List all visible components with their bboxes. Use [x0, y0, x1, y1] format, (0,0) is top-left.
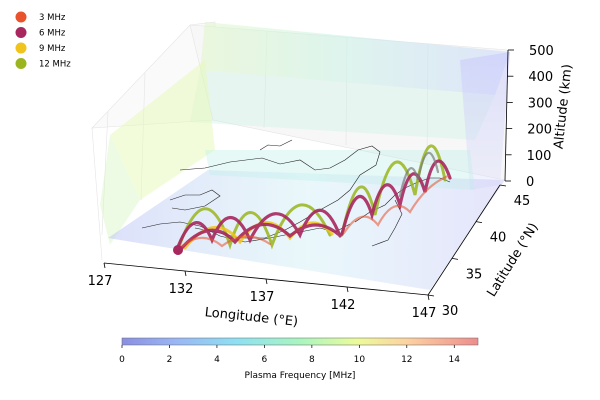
legend-marker — [15, 11, 27, 23]
plasma-volume — [100, 22, 510, 290]
z-tick-label: 300 — [528, 96, 553, 111]
z-axis-ticks: 0 100 200 300 400 500 — [505, 44, 554, 190]
x-tick-label: 127 — [88, 274, 113, 289]
y-axis-ticks: 30 35 40 45 — [427, 184, 531, 319]
legend-label: 3 MHz — [39, 13, 66, 23]
colorbar: 0 2 4 6 8 10 12 14 Plasma Frequency [MHz] — [119, 337, 479, 381]
legend-marker — [15, 27, 27, 38]
x-axis-ticks: 127 132 137 142 147 — [88, 262, 437, 321]
legend-marker — [15, 58, 27, 69]
z-tick-label: 0 — [526, 175, 534, 190]
series-12mhz-rays — [176, 144, 447, 252]
legend-marker — [15, 42, 27, 54]
z-axis: 0 100 200 300 400 500 Altitude (km) — [504, 44, 576, 190]
y-tick-mark — [499, 184, 507, 187]
x-tick-mark — [427, 294, 430, 301]
ray-paths — [173, 144, 452, 255]
transmitter-marker — [173, 245, 183, 255]
colorbar-tick-label: 12 — [401, 355, 412, 365]
colorbar-tick-label: 0 — [119, 355, 125, 365]
x-tick-label: 137 — [250, 290, 275, 305]
series-3mhz-rays — [176, 174, 450, 252]
colorbar-tick-label: 14 — [449, 355, 461, 365]
z-tick-label: 100 — [527, 149, 552, 164]
colorbar-label: Plasma Frequency [MHz] — [245, 371, 356, 381]
x-tick-label: 147 — [412, 306, 437, 321]
legend-label: 9 MHz — [39, 44, 66, 54]
x-tick-label: 142 — [331, 298, 356, 313]
y-tick-mark — [451, 257, 459, 260]
x-tick-label: 132 — [169, 282, 194, 297]
x-tick-mark — [184, 270, 187, 277]
colorbar-tick-label: 4 — [214, 355, 220, 365]
z-tick-label: 400 — [528, 70, 553, 85]
colorbar-tick-label: 8 — [309, 355, 315, 365]
x-axis-label: Longitude (°E) — [204, 305, 299, 330]
legend-label: 6 MHz — [39, 29, 66, 39]
colorbar-ticks: 0 2 4 6 8 10 12 14 — [119, 345, 460, 365]
colorbar-gradient — [121, 337, 479, 346]
x-tick-mark — [346, 286, 349, 293]
z-tick-label: 500 — [529, 44, 554, 59]
y-tick-label: 45 — [514, 194, 531, 209]
y-tick-label: 30 — [442, 304, 459, 319]
z-tick-label: 200 — [527, 123, 552, 138]
y-tick-label: 40 — [490, 231, 507, 246]
y-tick-label: 35 — [466, 267, 483, 282]
x-tick-mark — [103, 262, 106, 269]
y-tick-mark — [475, 221, 483, 224]
colorbar-tick-label: 6 — [262, 355, 268, 365]
legend: 3 MHz 6 MHz 9 MHz 12 MHz — [15, 11, 71, 70]
legend-label: 12 MHz — [39, 60, 71, 70]
y-tick-mark — [427, 294, 435, 297]
colorbar-tick-label: 10 — [354, 355, 366, 365]
colorbar-tick-label: 2 — [167, 355, 173, 365]
x-tick-mark — [265, 278, 268, 285]
x-axis: 127 132 137 142 147 Longitude (°E) — [88, 262, 437, 330]
z-axis-label: Altitude (km) — [552, 63, 576, 149]
